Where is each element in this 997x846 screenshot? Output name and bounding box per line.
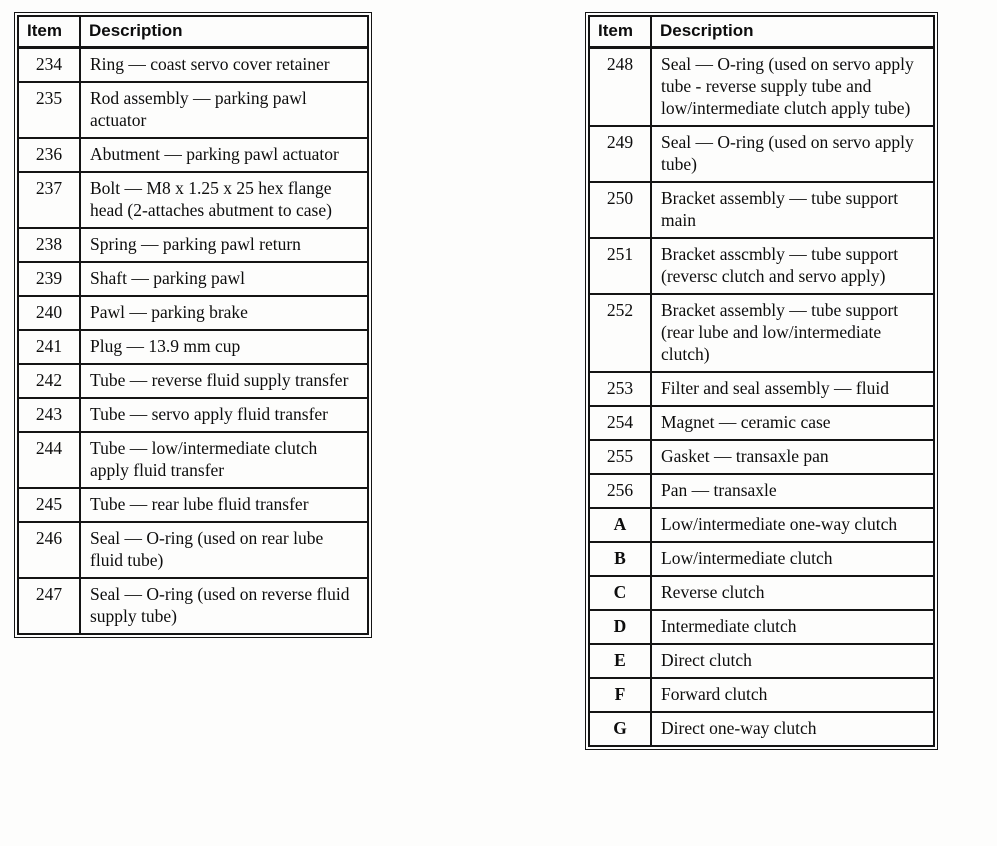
description-cell: Gasket — transaxle pan — [650, 439, 935, 475]
description-column-header: Description — [650, 15, 935, 49]
description-cell: Magnet — ceramic case — [650, 405, 935, 441]
description-cell: Forward clutch — [650, 677, 935, 713]
description-cell: Tube — rear lube fluid transfer — [79, 487, 369, 523]
description-cell: Direct one-way clutch — [650, 711, 935, 747]
item-cell: 246 — [17, 521, 81, 579]
item-cell: 248 — [588, 46, 652, 127]
table-row: C Reverse clutch — [588, 575, 935, 611]
table-row: B Low/intermediate clutch — [588, 541, 935, 577]
item-cell: F — [588, 677, 652, 713]
description-cell: Tube — reverse fluid supply transfer — [79, 363, 369, 399]
description-cell: Rod assembly — parking pawl actuator — [79, 81, 369, 139]
description-cell: Tube — low/intermediate clutch apply flu… — [79, 431, 369, 489]
table-row: 251 Bracket asscmbly — tube support (reve… — [588, 237, 935, 295]
header-row: Item Description — [588, 15, 935, 49]
description-cell: Pawl — parking brake — [79, 295, 369, 331]
parts-table-right: Item Description 248 Seal — O-ring (used … — [585, 12, 938, 750]
table-row: 255 Gasket — transaxle pan — [588, 439, 935, 475]
description-cell: Plug — 13.9 mm cup — [79, 329, 369, 365]
item-cell: D — [588, 609, 652, 645]
description-cell: Bolt — M8 x 1.25 x 25 hex flange head (2… — [79, 171, 369, 229]
item-cell: 247 — [17, 577, 81, 635]
item-cell: 245 — [17, 487, 81, 523]
item-cell: 255 — [588, 439, 652, 475]
description-cell: Bracket assembly — tube support main — [650, 181, 935, 239]
description-cell: Seal — O-ring (used on servo apply tube … — [650, 46, 935, 127]
item-cell: 235 — [17, 81, 81, 139]
description-cell: Ring — coast servo cover retainer — [79, 46, 369, 83]
description-cell: Seal — O-ring (used on reverse fluid sup… — [79, 577, 369, 635]
table-row: 253 Filter and seal assembly — fluid — [588, 371, 935, 407]
table-row: 254 Magnet — ceramic case — [588, 405, 935, 441]
table-row: 240 Pawl — parking brake — [17, 295, 369, 331]
item-cell: 236 — [17, 137, 81, 173]
table-row: 244 Tube — low/intermediate clutch apply … — [17, 431, 369, 489]
table-row: 235 Rod assembly — parking pawl actuator — [17, 81, 369, 139]
table-row: 241 Plug — 13.9 mm cup — [17, 329, 369, 365]
item-cell: G — [588, 711, 652, 747]
description-cell: Pan — transaxle — [650, 473, 935, 509]
description-cell: Direct clutch — [650, 643, 935, 679]
table-row: 249 Seal — O-ring (used on servo apply tu… — [588, 125, 935, 183]
item-cell: 251 — [588, 237, 652, 295]
table-row: 237 Bolt — M8 x 1.25 x 25 hex flange head… — [17, 171, 369, 229]
description-cell: Bracket assembly — tube support (rear lu… — [650, 293, 935, 373]
item-cell: 242 — [17, 363, 81, 399]
item-column-header: Item — [17, 15, 81, 49]
description-cell: Shaft — parking pawl — [79, 261, 369, 297]
item-cell: A — [588, 507, 652, 543]
item-cell: 238 — [17, 227, 81, 263]
header-row: Item Description — [17, 15, 369, 49]
table-row: A Low/intermediate one-way clutch — [588, 507, 935, 543]
table-row: 242 Tube — reverse fluid supply transfer — [17, 363, 369, 399]
table-row: 238 Spring — parking pawl return — [17, 227, 369, 263]
description-cell: Seal — O-ring (used on servo apply tube) — [650, 125, 935, 183]
description-cell: Low/intermediate clutch — [650, 541, 935, 577]
description-cell: Filter and seal assembly — fluid — [650, 371, 935, 407]
table-row: G Direct one-way clutch — [588, 711, 935, 747]
table-row: 247 Seal — O-ring (used on reverse fluid … — [17, 577, 369, 635]
item-cell: 252 — [588, 293, 652, 373]
item-cell: B — [588, 541, 652, 577]
description-cell: Low/intermediate one-way clutch — [650, 507, 935, 543]
item-cell: 234 — [17, 46, 81, 83]
description-cell: Intermediate clutch — [650, 609, 935, 645]
description-column-header: Description — [79, 15, 369, 49]
item-cell: 241 — [17, 329, 81, 365]
table-row: 234 Ring — coast servo cover retainer — [17, 46, 369, 83]
description-cell: Seal — O-ring (used on rear lube fluid t… — [79, 521, 369, 579]
item-cell: 240 — [17, 295, 81, 331]
table-row: F Forward clutch — [588, 677, 935, 713]
item-cell: 253 — [588, 371, 652, 407]
table-row: 243 Tube — servo apply fluid transfer — [17, 397, 369, 433]
item-cell: 256 — [588, 473, 652, 509]
parts-table-left: Item Description 234 Ring — coast servo c… — [14, 12, 372, 638]
item-cell: 237 — [17, 171, 81, 229]
description-cell: Tube — servo apply fluid transfer — [79, 397, 369, 433]
table-row: 248 Seal — O-ring (used on servo apply tu… — [588, 46, 935, 127]
description-cell: Bracket asscmbly — tube support (reversc… — [650, 237, 935, 295]
table-row: 252 Bracket assembly — tube support (rear… — [588, 293, 935, 373]
item-cell: 244 — [17, 431, 81, 489]
table-row: 246 Seal — O-ring (used on rear lube flui… — [17, 521, 369, 579]
table-row: D Intermediate clutch — [588, 609, 935, 645]
item-cell: 239 — [17, 261, 81, 297]
item-cell: E — [588, 643, 652, 679]
table-row: 239 Shaft — parking pawl — [17, 261, 369, 297]
table-row: 250 Bracket assembly — tube support main — [588, 181, 935, 239]
description-cell: Abutment — parking pawl actuator — [79, 137, 369, 173]
table-row: E Direct clutch — [588, 643, 935, 679]
item-column-header: Item — [588, 15, 652, 49]
description-cell: Reverse clutch — [650, 575, 935, 611]
table-row: 245 Tube — rear lube fluid transfer — [17, 487, 369, 523]
item-cell: 250 — [588, 181, 652, 239]
item-cell: 249 — [588, 125, 652, 183]
table-row: 256 Pan — transaxle — [588, 473, 935, 509]
item-cell: 254 — [588, 405, 652, 441]
description-cell: Spring — parking pawl return — [79, 227, 369, 263]
table-row: 236 Abutment — parking pawl actuator — [17, 137, 369, 173]
item-cell: 243 — [17, 397, 81, 433]
item-cell: C — [588, 575, 652, 611]
